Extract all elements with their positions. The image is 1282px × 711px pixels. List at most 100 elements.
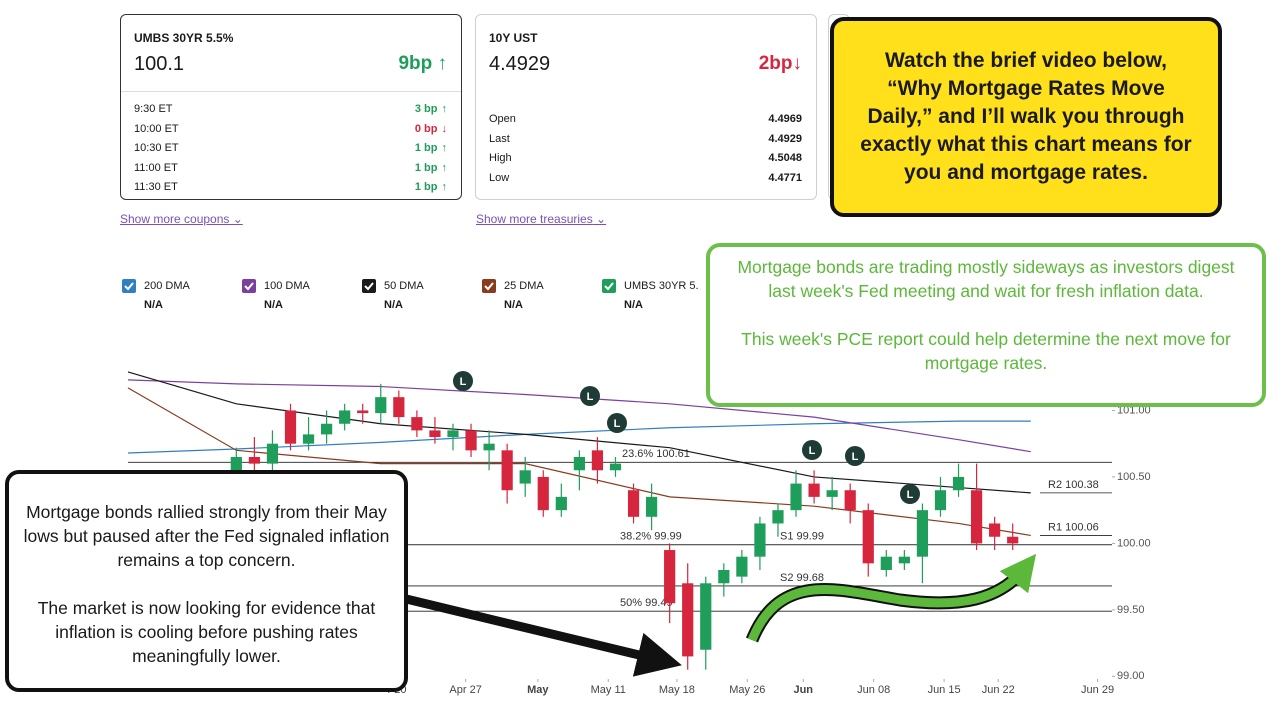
row-value-text: 4.4929: [768, 132, 802, 145]
candle-body: [321, 423, 333, 435]
card-row: 11:30 ET 1 bp ↑: [134, 181, 447, 193]
candle-body: [989, 523, 1001, 537]
legend-checkbox[interactable]: [602, 279, 616, 293]
event-marker: [845, 446, 865, 466]
candle-body: [483, 443, 495, 451]
moving-average: [127, 420, 1031, 454]
legend-checkbox[interactable]: [242, 279, 256, 293]
card-row: Low 4.4771: [489, 172, 802, 184]
market-callout: Mortgage bonds are trading mostly sidewa…: [706, 243, 1266, 407]
change-text: 9bp: [398, 53, 433, 74]
link-text[interactable]: Show more treasuries: [476, 212, 593, 226]
candle-body: [1007, 536, 1019, 544]
legend-checkbox[interactable]: [482, 279, 496, 293]
x-tick-label: May 18: [659, 684, 695, 696]
show-more-link[interactable]: Show more coupons ⌄: [120, 212, 243, 226]
x-tick-label: Jun 29: [1081, 684, 1114, 696]
card-price: 4.4929: [489, 53, 551, 75]
candle-body: [826, 490, 838, 497]
row-value-text: 4.5048: [768, 152, 802, 164]
card-price: 100.1: [134, 53, 185, 75]
row-value-text: 4.4969: [768, 113, 802, 125]
candle-body: [411, 417, 423, 431]
card-row: 10:00 ET 0 bp ↓: [134, 123, 447, 135]
row-arrow: ↑: [441, 103, 448, 115]
video-callout: Watch the brief video below, “Why Mortga…: [830, 17, 1222, 217]
level-label: S2 99.68: [780, 572, 824, 584]
event-marker-label: L: [809, 445, 816, 457]
link-text[interactable]: Show more coupons: [120, 212, 230, 226]
treasury-card[interactable]: 10Y UST 4.4929 2bp↓ Open 4.4969 Last 4.4929…: [475, 14, 817, 200]
x-tick-label: Jun 08: [857, 684, 890, 696]
level-label: R2 100.38: [1048, 479, 1099, 491]
candle-body: [664, 550, 676, 604]
candle-body: [916, 510, 929, 557]
row-value-text: 1 bp: [414, 142, 438, 154]
row-value-text: 0 bp: [414, 122, 438, 135]
row-value: 4.4969: [768, 113, 802, 125]
x-tick-label: Apr 27: [449, 684, 481, 696]
row-arrow: ↑: [441, 142, 448, 154]
candle-body: [555, 496, 567, 511]
callout-text: This week's PCE report could help determ…: [741, 329, 1231, 373]
row-value: 3 bp ↑: [415, 103, 447, 115]
legend-name: 200 DMA: [144, 280, 190, 292]
row-value: 1 bp ↑: [415, 142, 447, 154]
change-text: 2bp: [758, 53, 793, 74]
event-marker-label: L: [907, 489, 914, 501]
event-marker-label: L: [460, 376, 467, 388]
candle-body: [339, 410, 351, 424]
legend-checkbox[interactable]: [122, 279, 136, 293]
event-marker-label: L: [587, 391, 594, 403]
candle-body: [970, 490, 983, 544]
y-tick-label: 100.50: [1117, 471, 1151, 483]
legend-name: 100 DMA: [264, 280, 310, 292]
callout-text: Mortgage bonds are trading mostly sidewa…: [737, 257, 1235, 301]
row-label: 10:30 ET: [134, 142, 179, 154]
card-row: 9:30 ET 3 bp ↑: [134, 103, 447, 115]
candle-body: [230, 456, 242, 471]
candle-body: [429, 430, 441, 438]
candle-body: [357, 410, 369, 414]
candle-body: [609, 463, 622, 471]
show-more-link[interactable]: Show more treasuries ⌄: [476, 212, 607, 226]
candle-body: [375, 397, 387, 414]
candle-body: [519, 470, 531, 484]
candle-body: [718, 569, 730, 584]
card-title: 10Y UST: [489, 31, 538, 45]
candle-body: [465, 430, 477, 451]
row-label: 11:30 ET: [134, 181, 178, 193]
row-label: 9:30 ET: [134, 103, 173, 115]
legend-value: N/A: [384, 299, 403, 311]
row-label: Open: [489, 113, 516, 125]
candle-body: [591, 450, 604, 471]
candle-body: [393, 397, 405, 418]
event-marker-label: L: [852, 451, 859, 463]
candle-body: [627, 490, 640, 517]
row-value: 4.4771: [768, 172, 802, 184]
event-marker: [580, 386, 600, 406]
coupon-card[interactable]: UMBS 30YR 5.5% 100.1 9bp ↑ 9:30 ET 3 bp ↑ 1…: [120, 14, 462, 200]
legend-value: N/A: [144, 299, 163, 311]
level-label: R1 100.06: [1048, 521, 1099, 533]
row-value: 1 bp ↑: [415, 162, 447, 174]
legend-name: 25 DMA: [504, 280, 544, 292]
event-marker-label: L: [614, 418, 621, 430]
legend-checkbox[interactable]: [362, 279, 376, 293]
candle-body: [844, 490, 856, 511]
card-title: UMBS 30YR 5.5%: [134, 31, 234, 45]
x-tick-label: Jun 22: [982, 684, 1015, 696]
row-value: 0 bp ↓: [415, 123, 447, 135]
row-label: 11:00 ET: [134, 161, 178, 174]
level-label: S1 99.99: [780, 531, 824, 543]
event-marker: [802, 440, 822, 460]
row-value: 1 bp ↑: [415, 181, 447, 193]
legend-name: 50 DMA: [384, 280, 424, 292]
row-value-text: 1 bp: [414, 181, 438, 193]
row-value: 4.5048: [768, 152, 802, 164]
candle-body: [266, 443, 279, 464]
card-row: Open 4.4969: [489, 113, 802, 125]
y-tick-label: 99.50: [1117, 604, 1145, 616]
row-label: Last: [489, 132, 510, 145]
